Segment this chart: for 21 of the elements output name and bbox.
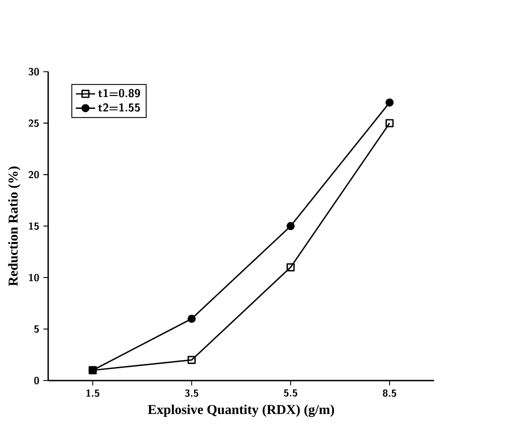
x-axis-title: Explosive Quantity (RDX) (g/m) xyxy=(148,404,334,417)
y-tick-label: 30 xyxy=(28,68,39,76)
y-tick-label: 10 xyxy=(28,274,39,282)
x-tick-label: 3.5 xyxy=(184,389,198,397)
x-tick-label: 1.5 xyxy=(86,389,100,397)
point xyxy=(188,314,196,323)
legend-label: t2=1.55 xyxy=(98,103,140,112)
y-tick-label: 20 xyxy=(28,170,39,178)
x-tick-label: 5.5 xyxy=(284,389,298,396)
y-tick-label: 25 xyxy=(28,119,39,127)
x-tick-label: 8.5 xyxy=(382,389,396,397)
y-tick-label: 15 xyxy=(28,222,39,230)
point xyxy=(286,263,295,272)
point xyxy=(188,356,196,364)
y-tick-label: 5 xyxy=(34,325,39,333)
point xyxy=(386,118,394,128)
point xyxy=(286,222,295,230)
y-tick-label: 0 xyxy=(34,376,39,384)
point xyxy=(386,98,394,106)
legend-label: t1=0.89 xyxy=(98,88,140,98)
y-axis-title: Reduction Ratio (%) xyxy=(8,166,20,286)
